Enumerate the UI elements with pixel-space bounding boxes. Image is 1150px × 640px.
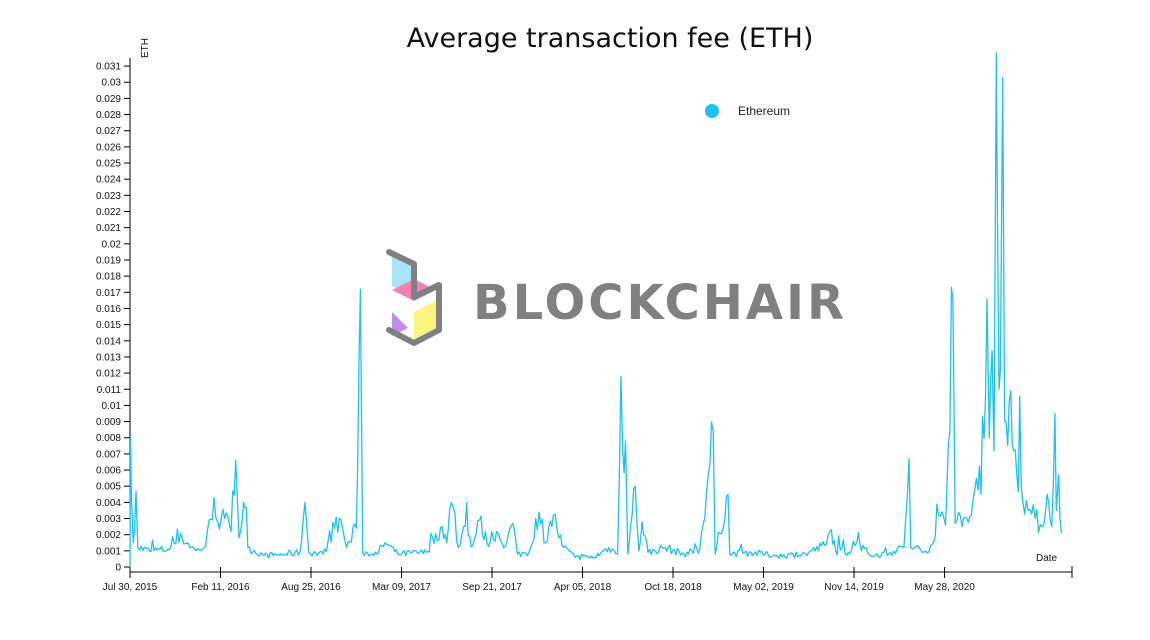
y-tick-label: 0.007 xyxy=(96,449,121,460)
chart-title: Average transaction fee (ETH) xyxy=(407,23,814,54)
y-tick-label: 0.02 xyxy=(102,239,122,250)
y-tick-label: 0.01 xyxy=(102,401,122,412)
x-tick-label: Apr 05, 2018 xyxy=(554,582,612,593)
legend-label-ethereum: Ethereum xyxy=(738,104,790,118)
x-tick-label: May 28, 2020 xyxy=(914,582,975,593)
y-tick-label: 0.004 xyxy=(96,498,121,509)
y-tick-label: 0.005 xyxy=(96,482,121,493)
x-ticks: Jul 30, 2015 Feb 11, 2016 Aug 25, 2016 Mar … xyxy=(103,567,975,593)
y-tick-label: 0.014 xyxy=(96,336,121,347)
y-tick-label: 0.012 xyxy=(96,369,121,380)
y-tick-label: 0.03 xyxy=(102,78,122,89)
y-tick-label: 0.009 xyxy=(96,417,121,428)
series-line-ethereum xyxy=(129,52,1063,568)
y-tick-label: 0.021 xyxy=(96,223,121,234)
blockchair-logo xyxy=(386,249,442,346)
watermark-text: BLOCKCHAIR xyxy=(473,275,847,331)
blockchair-watermark: BLOCKCHAIR xyxy=(386,249,847,346)
y-tick-label: 0.017 xyxy=(96,288,121,299)
y-tick-label: 0.026 xyxy=(96,142,121,153)
y-tick-label: 0.015 xyxy=(96,320,121,331)
x-tick-label: Oct 18, 2018 xyxy=(644,582,702,593)
x-tick-label: Mar 09, 2017 xyxy=(372,582,431,593)
x-tick-label: Feb 11, 2016 xyxy=(191,582,250,593)
y-tick-label: 0.028 xyxy=(96,110,121,121)
y-tick-label: 0.023 xyxy=(96,191,121,202)
logo-face-left xyxy=(392,312,408,336)
y-tick-label: 0.029 xyxy=(96,94,121,105)
x-tick-label: Sep 21, 2017 xyxy=(462,582,522,593)
y-tick-label: 0.013 xyxy=(96,352,121,363)
x-tick-label: Jul 30, 2015 xyxy=(103,582,158,593)
y-tick-label: 0.024 xyxy=(96,175,121,186)
legend-marker-ethereum xyxy=(705,104,719,118)
y-tick-label: 0.025 xyxy=(96,159,121,170)
x-tick-label: May 02, 2019 xyxy=(733,582,794,593)
y-tick-label: 0.011 xyxy=(97,385,122,396)
y-tick-label: 0.018 xyxy=(96,272,121,283)
y-tick-label: 0.031 xyxy=(96,62,121,73)
y-tick-label: 0.006 xyxy=(96,466,121,477)
logo-outline xyxy=(386,249,442,346)
logo-face-right xyxy=(414,301,436,339)
y-tick-label: 0.001 xyxy=(96,546,121,557)
legend: Ethereum xyxy=(705,104,790,118)
y-tick-label: 0.003 xyxy=(96,514,121,525)
y-tick-label: 0.027 xyxy=(96,126,121,137)
y-ticks: 0 0.001 0.002 0.003 0.004 0.005 0.006 0.007 0.00… xyxy=(96,62,130,574)
y-tick-label: 0 xyxy=(115,563,121,574)
y-tick-label: 0.008 xyxy=(96,433,121,444)
x-axis-title: Date xyxy=(1036,553,1058,564)
y-tick-label: 0.022 xyxy=(96,207,121,218)
x-tick-label: Aug 25, 2016 xyxy=(281,582,341,593)
x-tick-label: Nov 14, 2019 xyxy=(824,582,884,593)
y-axis-title: ETH xyxy=(140,38,151,58)
y-tick-label: 0.002 xyxy=(96,530,121,541)
y-tick-label: 0.016 xyxy=(96,304,121,315)
y-tick-label: 0.019 xyxy=(96,255,121,266)
